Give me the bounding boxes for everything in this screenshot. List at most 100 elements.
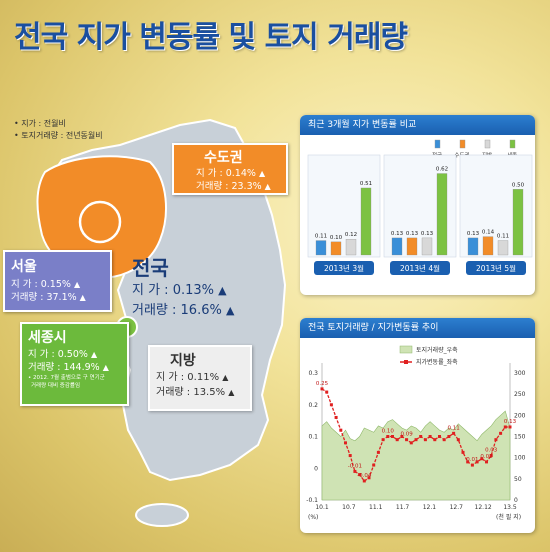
price-point (470, 463, 474, 467)
category-label-bg (314, 261, 374, 275)
price-point (320, 387, 324, 391)
bar-value-label: 0.13 (421, 231, 434, 237)
up-arrow-icon: ▲ (222, 373, 229, 382)
price-point (466, 460, 470, 464)
sejong-transaction: 거래량 : 144.9% (28, 362, 100, 373)
page-title: 전국 지가 변동률 및 토지 거래량 (14, 20, 408, 55)
price-point (395, 438, 399, 442)
bar-value-label: 0.13 (391, 231, 404, 237)
bar (330, 241, 342, 256)
sejong-footnote-1: • 2012. 7월 출범으로 구 연기군 (28, 375, 105, 381)
data-label: -0.04 (357, 473, 372, 479)
y2-tick-label: 100 (514, 455, 526, 462)
data-label: 0.13 (504, 419, 517, 425)
bar (497, 240, 509, 256)
y2-tick-label: 50 (514, 476, 522, 483)
up-arrow-icon: ▲ (264, 182, 271, 191)
bar (406, 237, 418, 256)
bar-value-label: 0.13 (406, 231, 419, 237)
price-point (499, 431, 503, 435)
price-point (503, 425, 507, 429)
up-arrow-icon: ▲ (225, 304, 235, 317)
data-label: 0.02 (480, 454, 492, 460)
category-label-bg (466, 261, 526, 275)
price-point (348, 454, 352, 458)
price-point (494, 438, 498, 442)
price-point (452, 431, 456, 435)
x-tick-label: 11.1 (369, 504, 383, 511)
note-land-price: • 지가 : 전월비 (14, 119, 66, 128)
bar-value-label: 0.62 (436, 167, 448, 173)
x-tick-label: 10.1 (315, 504, 329, 511)
price-point (419, 435, 423, 438)
price-point (344, 441, 347, 445)
price-point (353, 469, 357, 473)
price-point (381, 438, 385, 442)
legend-label: 토지거래량_우축 (416, 346, 458, 354)
x-tick-label: 2013년 4월 (400, 263, 440, 273)
legend-swatch (399, 345, 413, 354)
bar (482, 236, 494, 256)
data-label: 0.10 (382, 429, 395, 435)
legend-swatch (434, 139, 441, 149)
data-label: -0.01 (348, 463, 362, 469)
national-transaction: 거래량 : 16.6% (132, 303, 222, 318)
bar (421, 237, 433, 256)
price-point (405, 438, 409, 442)
region-transaction: 거래량 : 13.5% (156, 387, 226, 398)
bar (512, 189, 524, 256)
bar (360, 187, 372, 256)
region-name: 지방 (170, 353, 196, 369)
y-tick-label: 0 (314, 465, 318, 472)
price-point (325, 390, 329, 394)
x-tick-label: 12.12 (475, 504, 492, 511)
up-arrow-icon: ▲ (102, 363, 109, 372)
price-point (414, 438, 418, 442)
x-tick-label: 2013년 5월 (476, 263, 516, 273)
price-point (428, 435, 432, 438)
capital-callout: 수도권 지 가 : 0.14% ▲ 거래량 : 23.3% ▲ (172, 143, 288, 195)
up-arrow-icon: ▲ (228, 388, 235, 397)
line-chart: 토지거래량_우축지가변동률_좌축0.30.20.10-0.13002502001… (306, 345, 526, 521)
x-tick-label: 11.7 (396, 504, 410, 511)
price-point (329, 403, 333, 407)
legend-label: 지가변동률_좌축 (416, 358, 458, 366)
price-point (376, 450, 380, 454)
data-label: 0.11 (447, 425, 459, 431)
price-point (400, 435, 404, 438)
region-callout: 지방 지 가 : 0.11% ▲ 거래량 : 13.5% ▲ (148, 345, 252, 411)
bar (345, 239, 357, 256)
seoul-region (78, 200, 122, 244)
jeju-island (135, 503, 189, 527)
y-tick-label: 0.3 (308, 370, 318, 377)
sejong-name: 세종시 (28, 330, 67, 346)
x-tick-label: 2013년 3월 (324, 263, 364, 273)
up-arrow-icon: ▲ (73, 280, 81, 289)
price-point (334, 415, 338, 419)
price-point (362, 479, 366, 483)
legend-swatch (459, 139, 466, 149)
price-point (485, 460, 488, 464)
y-tick-label: 0.2 (308, 402, 318, 409)
price-point (367, 476, 371, 480)
national-summary: 전국 지 가 : 0.13% ▲ 거래량 : 16.6% ▲ (132, 252, 234, 321)
capital-name: 수도권 (204, 150, 243, 166)
national-name: 전국 (132, 256, 169, 280)
bar-value-label: 0.10 (330, 235, 343, 241)
seoul-name: 서울 (11, 259, 37, 275)
price-point (475, 460, 479, 464)
price-line (321, 388, 510, 482)
price-point (423, 438, 427, 442)
bar-value-label: 0.11 (315, 234, 327, 240)
bar-value-label: 0.51 (360, 181, 372, 187)
bar-value-label: 0.50 (512, 182, 525, 188)
region-price: 지 가 : 0.11% (156, 372, 220, 383)
price-point (339, 428, 343, 432)
y2-tick-label: 150 (514, 434, 526, 441)
bar-value-label: 0.12 (345, 232, 357, 238)
x-tick-label: 13.5 (503, 504, 517, 511)
bar (467, 237, 479, 256)
bar-value-label: 0.11 (497, 234, 509, 240)
